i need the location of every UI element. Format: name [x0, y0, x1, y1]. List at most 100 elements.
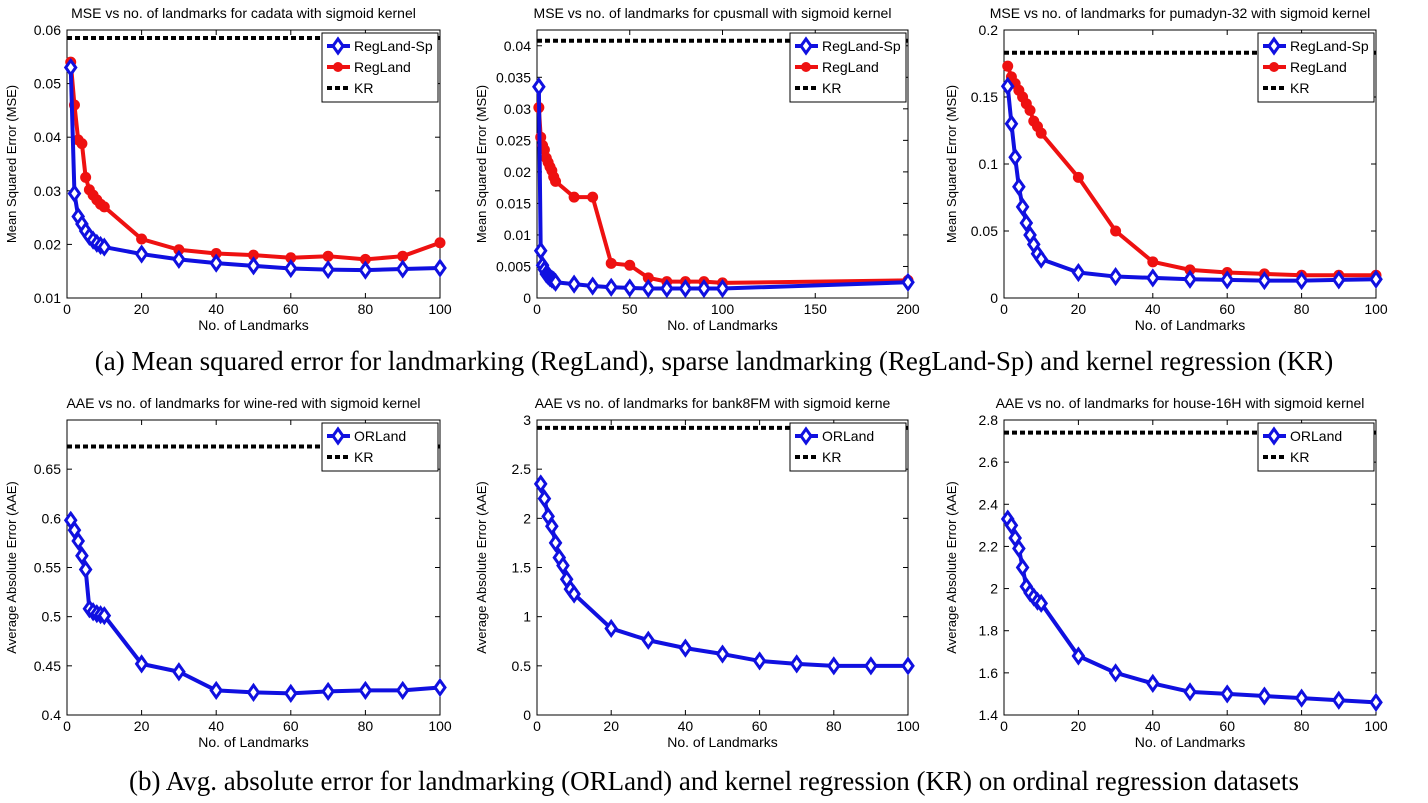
x-tick-label: 20: [1071, 301, 1087, 317]
legend-label: KR: [1290, 80, 1309, 96]
data-point: [901, 272, 915, 292]
y-tick-label: 0.02: [34, 236, 61, 252]
y-tick-label: 0.01: [504, 227, 531, 243]
x-tick-label: 60: [1219, 301, 1235, 317]
y-tick-label: 0: [523, 707, 531, 723]
series-line-orland: [538, 483, 908, 668]
data-point: [80, 171, 92, 183]
data-point: [283, 258, 298, 279]
x-tick-label: 0: [1000, 718, 1008, 734]
chart-title: MSE vs no. of landmarks for cadata with …: [71, 5, 416, 21]
x-tick-label: 60: [283, 718, 299, 734]
x-tick-label: 100: [711, 301, 735, 317]
y-tick-label: 0.06: [34, 22, 61, 38]
data-point: [697, 278, 711, 299]
data-point: [826, 656, 841, 676]
data-point: [75, 546, 89, 566]
y-tick-label: 0.035: [496, 69, 531, 85]
data-point: [604, 277, 619, 297]
data-point: [1183, 269, 1197, 289]
data-point: [587, 191, 599, 203]
series-orland: [63, 510, 447, 703]
data-point: [1294, 688, 1309, 708]
data-point: [134, 244, 149, 264]
legend-label: KR: [354, 449, 373, 465]
legend-label: ORLand: [822, 428, 874, 444]
legend: ORLand KR: [1257, 422, 1375, 472]
y-tick-label: 0.02: [504, 164, 531, 180]
data-point: [172, 662, 186, 682]
series-line-orland: [68, 519, 441, 696]
data-point: [209, 680, 224, 700]
legend-item-kr: KR: [795, 449, 841, 465]
data-point: [789, 654, 804, 674]
chart-svg: AAE vs no. of landmarks for bank8FM with…: [474, 395, 920, 750]
data-point: [537, 489, 552, 509]
y-tick-label: 1.5: [512, 560, 532, 576]
data-point: [1004, 515, 1019, 535]
x-tick-label: 100: [428, 301, 452, 317]
y-tick-label: 0: [990, 290, 998, 306]
x-tick-label: 100: [428, 718, 452, 734]
x-tick-label: 60: [283, 301, 299, 317]
data-point: [321, 260, 335, 280]
legend-item-orland: ORLand: [1263, 426, 1342, 446]
data-point: [544, 516, 559, 536]
data-point: [752, 651, 767, 671]
x-tick-label: 50: [622, 301, 638, 317]
x-tick-label: 40: [1145, 301, 1161, 317]
data-point: [1294, 270, 1309, 291]
x-axis-label: No. of Landmarks: [1135, 734, 1246, 750]
chart-pumadyn-32: MSE vs no. of landmarks for pumadyn-32 w…: [940, 0, 1428, 340]
y-tick-label: 0.65: [34, 461, 61, 477]
data-point: [1035, 127, 1047, 139]
series-regland-sp: [63, 57, 447, 280]
data-point: [433, 677, 447, 698]
legend-label: KR: [354, 80, 373, 96]
legend-label: KR: [1290, 449, 1309, 465]
legend: RegLand-Sp RegLand KR: [1257, 32, 1375, 103]
x-tick-label: 60: [1219, 718, 1235, 734]
data-point: [63, 57, 78, 78]
x-axis-label: No. of Landmarks: [198, 317, 309, 333]
y-tick-label: 1.6: [979, 665, 999, 681]
chart-cpusmall: MSE vs no. of landmarks for cpusmall wit…: [470, 0, 940, 340]
data-point: [533, 474, 548, 494]
legend-item-kr: KR: [795, 80, 841, 96]
x-tick-label: 0: [63, 718, 71, 734]
legend-label: RegLand-Sp: [1290, 38, 1369, 54]
data-point: [715, 644, 730, 664]
y-axis-label: Mean Squared Error (MSE): [944, 85, 959, 243]
data-point: [1220, 684, 1235, 704]
x-tick-label: 80: [358, 718, 374, 734]
data-point: [134, 654, 149, 674]
data-point: [622, 278, 637, 298]
legend-item-regland: RegLand: [327, 59, 411, 75]
x-tick-label: 80: [1294, 718, 1310, 734]
data-point: [624, 259, 636, 271]
data-point: [358, 260, 373, 280]
y-tick-label: 0.05: [971, 223, 998, 239]
data-point: [1257, 270, 1272, 291]
plot-area: [66, 29, 441, 299]
data-point: [1034, 593, 1049, 613]
y-tick-label: 2: [523, 510, 531, 526]
data-point: [660, 278, 674, 299]
y-tick-label: 3: [523, 412, 531, 428]
data-point: [433, 258, 447, 278]
x-tick-label: 0: [533, 301, 541, 317]
series-orland: [533, 474, 915, 676]
data-point: [1015, 197, 1030, 217]
data-point: [246, 256, 261, 276]
legend-marker: [1267, 426, 1281, 446]
data-point: [71, 531, 86, 551]
data-point: [1147, 256, 1159, 268]
y-tick-label: 0.6: [42, 510, 62, 526]
x-tick-label: 20: [134, 301, 150, 317]
x-axis-label: No. of Landmarks: [667, 317, 778, 333]
data-point: [864, 656, 878, 676]
data-point: [567, 584, 581, 604]
y-tick-label: 0.1: [979, 156, 999, 172]
series-orland: [1000, 509, 1383, 712]
legend-item-regland-sp: RegLand-Sp: [327, 36, 433, 56]
